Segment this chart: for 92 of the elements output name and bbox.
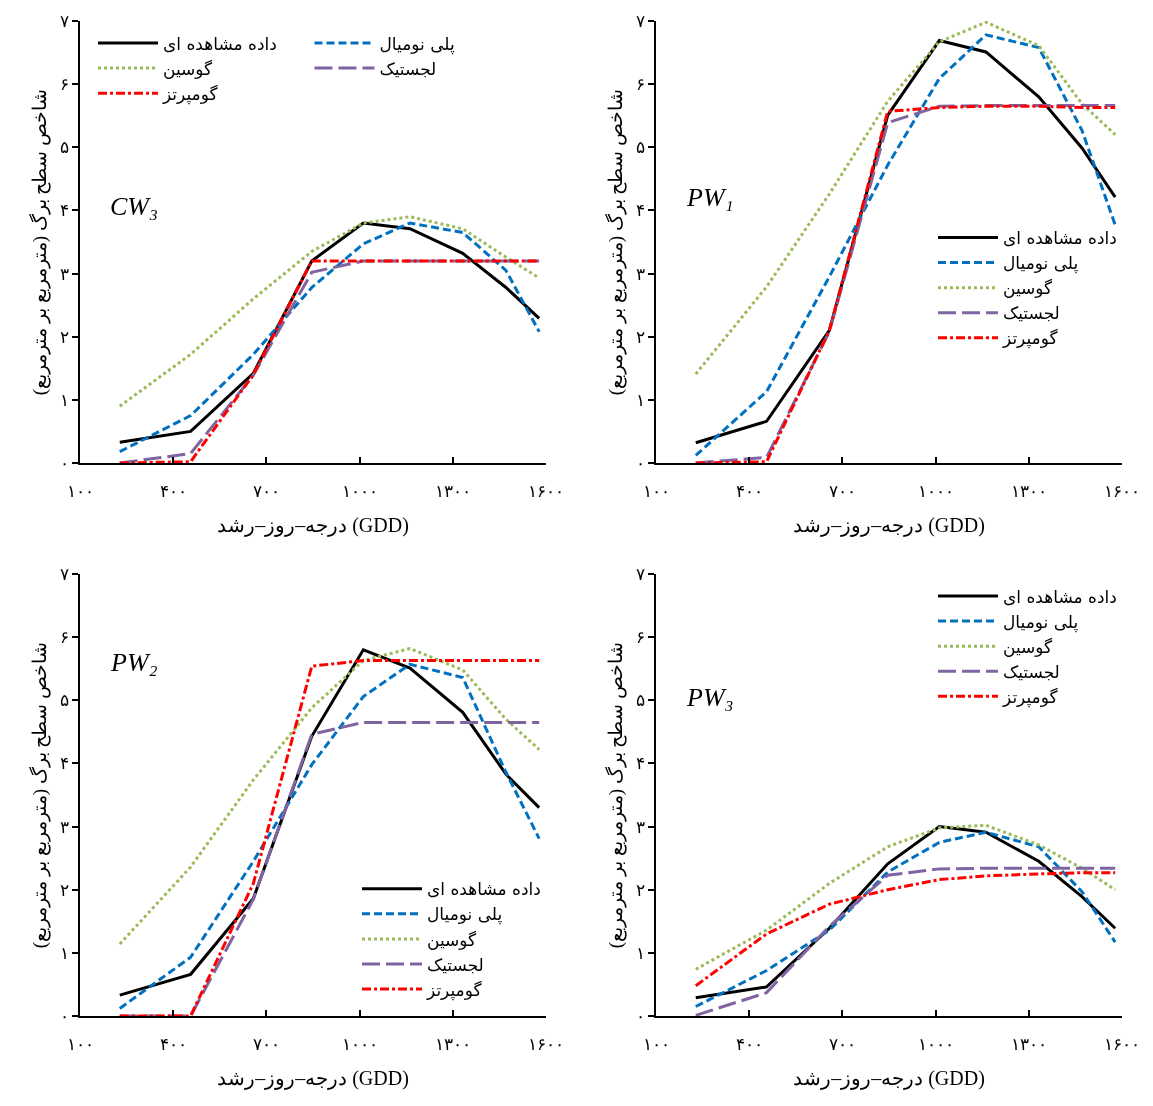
legend-label: گوسین [1003, 636, 1054, 657]
x-axis-title: درجه–روز–رشد (GDD) [217, 514, 409, 538]
legend-label: پلی نومیال [1003, 253, 1079, 275]
legend-label: لجستیک [427, 954, 484, 975]
x-tick-label: ۴۰۰ [735, 482, 763, 502]
y-tick-label: ۳ [635, 264, 645, 284]
y-tick-label: ۲ [635, 880, 645, 900]
y-axis-title: شاخص سطح برگ (مترمربع بر مترمربع) [27, 641, 51, 949]
x-tick-label: ۷۰۰ [828, 482, 856, 502]
y-tick-label: ۶ [635, 75, 645, 95]
y-tick-label: ۶ [59, 75, 69, 95]
y-tick-label: ۵ [59, 691, 69, 711]
y-tick-label: ۴ [635, 201, 645, 221]
x-tick-label: ۱۰۰۰ [341, 1035, 378, 1055]
legend-label: گومپرتز [1002, 328, 1059, 350]
legend-label: لجستیک [1003, 303, 1060, 324]
line-series [694, 871, 1117, 988]
legend-label: لجستیک [379, 58, 437, 79]
y-tick-label: ۲ [59, 880, 69, 900]
y-tick-label: ۳ [59, 264, 69, 284]
legend-label: داده مشاهده ای [427, 879, 541, 900]
y-tick-label: ۷ [59, 564, 69, 584]
y-tick-label: ۱ [635, 943, 645, 963]
y-tick-label: ۷ [635, 564, 645, 584]
annotation: CW₃ [110, 192, 159, 221]
legend-label: گومپرتز [1002, 687, 1059, 708]
y-tick-label: ۳ [59, 817, 69, 837]
y-tick-label: ۴ [59, 754, 69, 774]
x-tick-label: ۱۳۰۰ [1010, 1035, 1047, 1055]
x-tick-label: ۱۳۰۰ [434, 1035, 471, 1055]
x-tick-label: ۱۳۰۰ [1010, 482, 1047, 502]
x-tick-label: ۴۰۰ [159, 1035, 187, 1055]
x-tick-label: ۷۰۰ [828, 1035, 856, 1055]
y-tick-label: ۱ [59, 390, 69, 410]
y-tick-label: ۲ [59, 327, 69, 347]
legend-label: داده مشاهده ای [1003, 586, 1117, 607]
x-axis-title: درجه–روز–رشد (GDD) [793, 514, 985, 538]
y-tick-label: ۳ [635, 817, 645, 837]
y-tick-label: ۰ [59, 1006, 69, 1026]
y-tick-label: ۱ [59, 943, 69, 963]
legend-label: لجستیک [1003, 661, 1060, 682]
legend-label: پلی نومیال [1003, 611, 1079, 633]
annotation: PW₁ [686, 183, 734, 212]
annotation: PW₂ [110, 648, 158, 677]
x-tick-label: ۱۶۰۰ [528, 1035, 564, 1055]
legend-label: گوسین [1003, 278, 1054, 299]
legend-label: پلی نومیال [379, 33, 455, 55]
x-tick-label: ۴۰۰ [159, 482, 187, 502]
y-tick-label: ۰ [635, 453, 645, 473]
x-tick-label: ۱۰۰ [66, 482, 94, 502]
y-tick-label: ۶ [59, 628, 69, 648]
x-tick-label: ۱۳۰۰ [434, 482, 471, 502]
y-tick-label: ۷ [59, 11, 69, 31]
annotation: PW₃ [686, 683, 734, 712]
x-tick-label: ۱۶۰۰ [1104, 1035, 1140, 1055]
y-axis-title: شاخص سطح برگ (مترمربع بر مترمربع) [603, 88, 627, 396]
legend-label: داده مشاهده ای [1003, 228, 1117, 249]
y-tick-label: ۵ [59, 138, 69, 158]
x-tick-label: ۱۰۰۰ [917, 1035, 954, 1055]
y-tick-label: ۴ [59, 201, 69, 221]
legend-label: داده مشاهده ای [162, 33, 277, 54]
x-tick-label: ۱۰۰ [66, 1035, 94, 1055]
legend-label: گومپرتز [161, 83, 219, 105]
x-tick-label: ۷۰۰ [252, 482, 280, 502]
y-tick-label: ۵ [635, 691, 645, 711]
y-tick-label: ۵ [635, 138, 645, 158]
x-tick-label: ۱۶۰۰ [528, 482, 564, 502]
legend-label: گوسین [427, 929, 478, 950]
x-axis-title: درجه–روز–رشد (GDD) [793, 1067, 985, 1091]
x-tick-label: ۷۰۰ [252, 1035, 280, 1055]
x-tick-label: ۱۶۰۰ [1104, 482, 1140, 502]
legend-label: پلی نومیال [427, 904, 503, 926]
y-axis-title: شاخص سطح برگ (مترمربع بر مترمربع) [603, 641, 627, 949]
x-axis-title: درجه–روز–رشد (GDD) [217, 1067, 409, 1091]
line-series [118, 259, 541, 463]
y-tick-label: ۴ [635, 754, 645, 774]
y-tick-label: ۰ [59, 453, 69, 473]
y-tick-label: ۶ [635, 628, 645, 648]
y-axis-title: شاخص سطح برگ (مترمربع بر مترمربع) [27, 88, 51, 396]
x-tick-label: ۱۰۰۰ [341, 482, 378, 502]
y-tick-label: ۷ [635, 11, 645, 31]
line-series [694, 866, 1117, 1016]
x-tick-label: ۱۰۰ [642, 482, 670, 502]
y-tick-label: ۲ [635, 327, 645, 347]
x-tick-label: ۱۰۰۰ [917, 482, 954, 502]
legend-label: گومپرتز [426, 979, 483, 1001]
y-tick-label: ۱ [635, 390, 645, 410]
legend-label: گوسین [162, 58, 214, 79]
x-tick-label: ۴۰۰ [735, 1035, 763, 1055]
y-tick-label: ۰ [635, 1006, 645, 1026]
x-tick-label: ۱۰۰ [642, 1035, 670, 1055]
line-series [694, 823, 1117, 971]
